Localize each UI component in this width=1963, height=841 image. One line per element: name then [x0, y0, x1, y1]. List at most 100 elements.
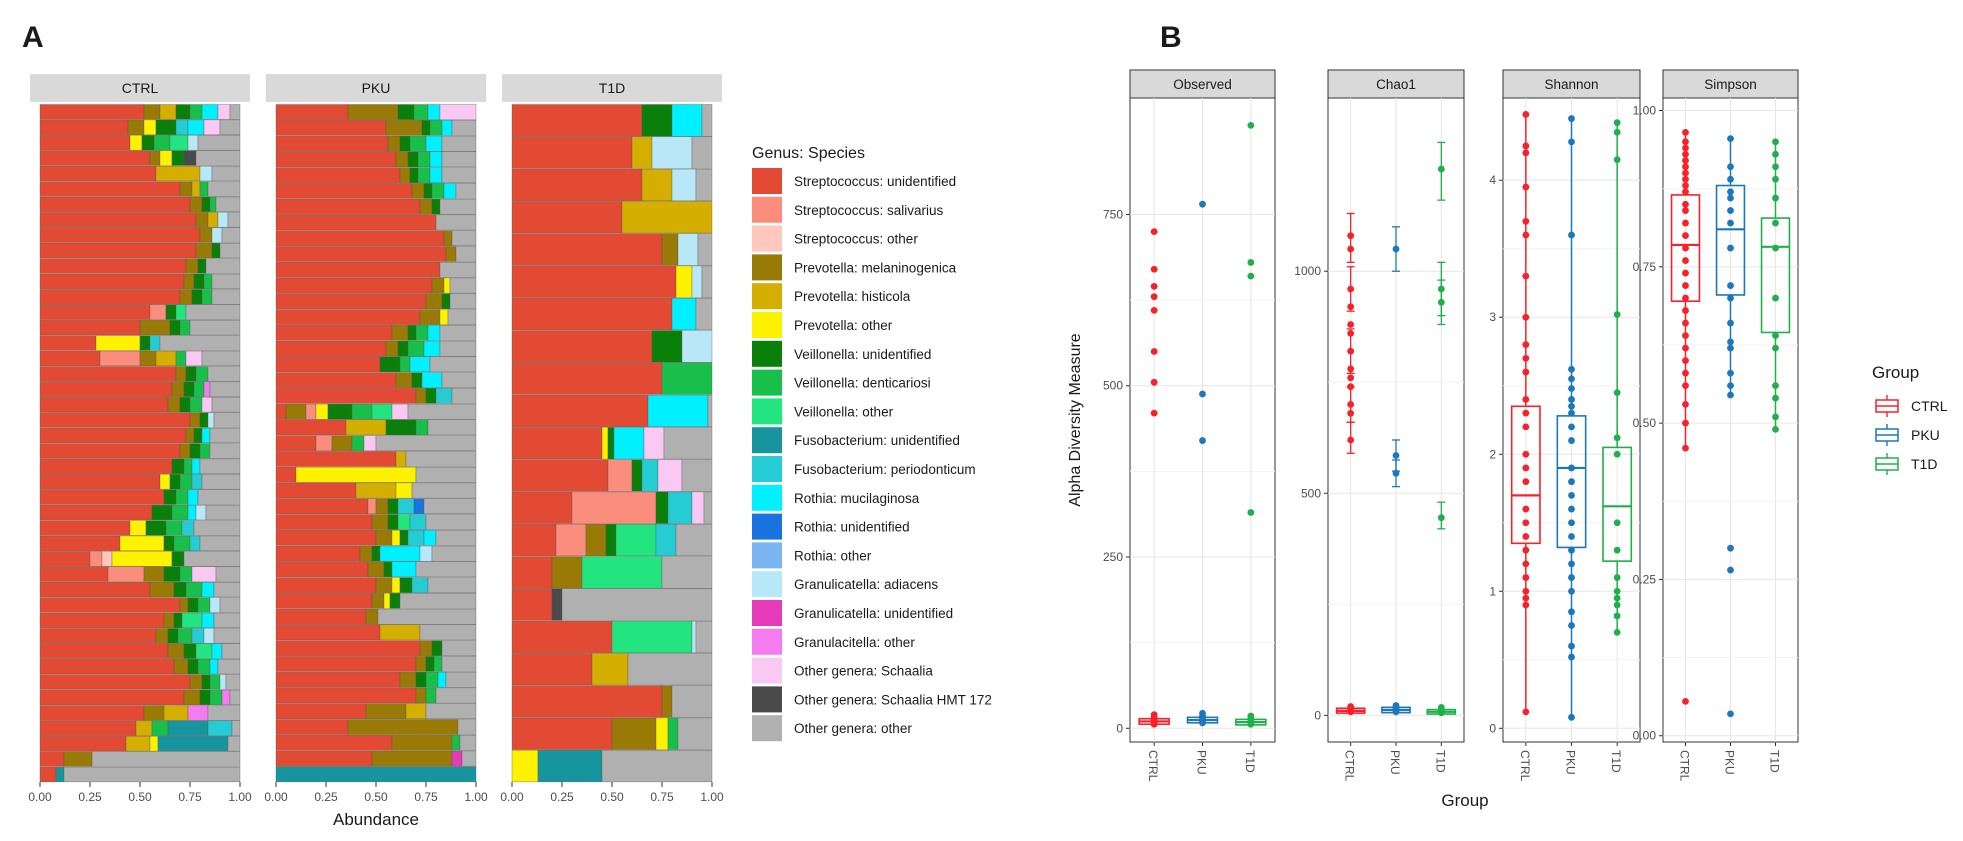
- bar-segment: [407, 151, 419, 168]
- data-point: [1727, 282, 1734, 289]
- legend-label: Rothia: other: [794, 548, 872, 563]
- bar-segment: [169, 320, 181, 336]
- bar-segment: [189, 320, 241, 336]
- facet-strip-label: Shannon: [1544, 77, 1598, 92]
- bar-segment: [415, 419, 429, 436]
- data-point: [1347, 409, 1355, 417]
- data-point: [1568, 478, 1575, 486]
- bar-segment: [295, 466, 417, 483]
- data-point: [1568, 505, 1575, 513]
- bar-segment: [211, 289, 241, 305]
- bar-segment: [441, 151, 477, 168]
- data-point: [1682, 188, 1689, 196]
- legend-swatch: [752, 312, 782, 338]
- bar-segment: [425, 388, 437, 404]
- sample-bar: [275, 293, 477, 310]
- bar-segment: [275, 561, 369, 578]
- data-point: [1613, 574, 1621, 581]
- bar-segment: [581, 556, 663, 589]
- sample-bar: [511, 394, 713, 427]
- bar-segment: [39, 243, 197, 259]
- bar-segment: [195, 643, 213, 659]
- data-point: [1247, 122, 1255, 129]
- bar-segment: [39, 227, 201, 243]
- bar-segment: [371, 403, 393, 420]
- data-point: [1347, 285, 1355, 293]
- data-point: [1522, 423, 1530, 431]
- bar-segment: [173, 659, 189, 675]
- bar-segment: [667, 717, 679, 750]
- bar-segment: [163, 489, 177, 505]
- bar-segment: [213, 612, 241, 628]
- x-tick-label: 0.25: [550, 790, 574, 804]
- legend-item: Fusobacterium: unidentified: [752, 427, 960, 454]
- panel-a-stacked-bars: CTRL 0.00 0.25 0.50 0.75 1.00 PKU 0.00 0.25 0.50 0…: [28, 74, 724, 829]
- bar-segment: [411, 577, 429, 593]
- sample-bar: [275, 671, 477, 688]
- legend-swatch: [752, 369, 782, 396]
- bar-segment: [39, 289, 181, 305]
- data-point: [1568, 574, 1575, 581]
- sample-bar: [511, 556, 713, 589]
- data-point: [1727, 135, 1734, 143]
- data-point: [1772, 344, 1779, 352]
- sample-bar: [275, 403, 477, 420]
- bar-segment: [101, 551, 113, 567]
- bar-segment: [415, 466, 477, 483]
- bar-segment: [189, 196, 203, 212]
- bar-segment: [601, 427, 609, 460]
- data-point: [1522, 368, 1530, 376]
- bar-segment: [511, 653, 593, 686]
- bar-segment: [655, 491, 669, 524]
- bar-segment: [399, 356, 411, 373]
- bar-segment: [379, 356, 401, 373]
- bar-segment: [179, 443, 191, 459]
- bar-segment: [275, 104, 349, 120]
- sample-bar: [39, 643, 241, 659]
- sample-bar: [39, 381, 241, 397]
- data-point: [1727, 382, 1734, 390]
- x-tick-label: 1.00: [464, 790, 488, 804]
- bar-segment: [451, 750, 463, 767]
- bar-segment: [355, 482, 397, 499]
- data-point: [1727, 544, 1734, 552]
- bar-segment: [275, 545, 361, 562]
- data-point: [1437, 514, 1445, 522]
- bar-segment: [441, 372, 477, 388]
- bar-segment: [551, 588, 563, 621]
- bar-segment: [443, 183, 457, 199]
- data-point: [1727, 566, 1734, 574]
- bar-segment: [187, 135, 199, 151]
- bar-segment: [613, 427, 645, 460]
- bar-segment: [375, 577, 393, 593]
- bar-segment: [449, 293, 477, 310]
- bar-segment: [215, 196, 241, 212]
- bar-segment: [39, 643, 169, 659]
- y-tick-label: 1.00: [1633, 104, 1657, 118]
- x-tick-label: 0.75: [178, 790, 202, 804]
- bar-segment: [661, 685, 673, 718]
- data-point: [1613, 389, 1621, 396]
- bar-segment: [359, 545, 373, 562]
- sample-bar: [275, 372, 477, 388]
- data-point: [1682, 697, 1689, 705]
- bar-segment: [227, 212, 241, 228]
- data-point: [1568, 115, 1575, 122]
- data-point: [1682, 150, 1689, 158]
- bar-segment: [441, 640, 477, 656]
- legend-swatch: [752, 456, 782, 482]
- bar-segment: [457, 719, 477, 735]
- bar-segment: [379, 545, 421, 562]
- bar-segment: [215, 566, 241, 582]
- bar-segment: [229, 104, 241, 120]
- data-point: [1613, 128, 1621, 136]
- bar-segment: [99, 350, 141, 367]
- data-point: [1682, 138, 1689, 146]
- bar-segment: [451, 388, 477, 404]
- bar-segment: [429, 356, 477, 373]
- bar-segment: [219, 119, 241, 135]
- data-point: [1522, 560, 1530, 568]
- bar-segment: [275, 671, 401, 688]
- sample-bar: [39, 566, 241, 582]
